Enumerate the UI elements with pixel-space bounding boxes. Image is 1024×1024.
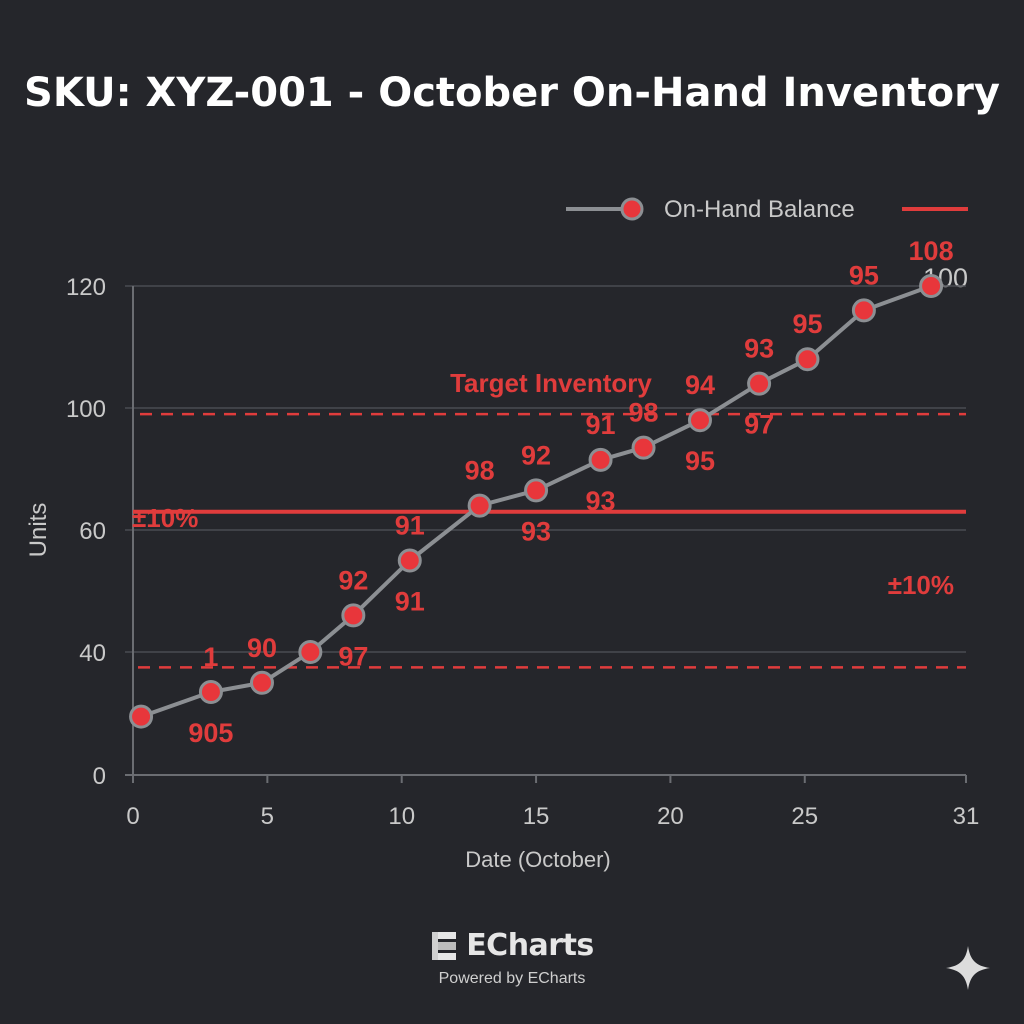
data-point[interactable] bbox=[919, 274, 944, 298]
data-label: 95 bbox=[849, 260, 879, 290]
x-tick-label: 10 bbox=[388, 803, 415, 830]
data-label: 91 bbox=[395, 587, 425, 617]
reference-lines: Target Inventory ±10% ±10% bbox=[132, 368, 966, 669]
data-label: 1 bbox=[203, 642, 218, 672]
x-tick-label: 20 bbox=[657, 803, 684, 830]
series-on-hand-balance bbox=[129, 274, 944, 729]
data-label: 93 bbox=[586, 486, 616, 516]
data-point[interactable] bbox=[851, 298, 876, 323]
x-axis-label: Date (October) bbox=[465, 847, 611, 872]
y-tick-label: 100 bbox=[66, 396, 106, 423]
data-label: 91 bbox=[395, 511, 425, 541]
brand-name: ECharts bbox=[466, 928, 594, 963]
legend-label-on-hand: On-Hand Balance bbox=[664, 196, 855, 223]
data-label: 92 bbox=[521, 440, 551, 470]
band-label-left: ±10% bbox=[132, 503, 198, 533]
data-point[interactable] bbox=[129, 704, 154, 729]
y-tick-label: 40 bbox=[79, 640, 106, 667]
data-point[interactable] bbox=[524, 478, 549, 503]
legend-marker-swatch bbox=[620, 197, 644, 221]
data-point[interactable] bbox=[341, 603, 366, 628]
data-point[interactable] bbox=[249, 670, 274, 695]
x-tick-label: 31 bbox=[953, 803, 980, 830]
data-point[interactable] bbox=[631, 435, 656, 460]
data-label: 93 bbox=[744, 334, 774, 364]
band-label-right: ±10% bbox=[888, 570, 954, 600]
x-tick-label: 15 bbox=[523, 803, 550, 830]
y-axis-label: Units bbox=[25, 503, 52, 558]
data-point[interactable] bbox=[687, 408, 712, 433]
x-tick-label: 25 bbox=[791, 803, 818, 830]
data-point[interactable] bbox=[397, 548, 422, 573]
data-label: 90 bbox=[247, 633, 277, 663]
y-tick-label: 120 bbox=[66, 274, 106, 301]
data-point[interactable] bbox=[588, 447, 613, 472]
data-label: 97 bbox=[744, 410, 774, 440]
legend[interactable]: On-Hand Balance bbox=[566, 196, 968, 223]
chart-title: SKU: XYZ-001 - October On-Hand Inventory bbox=[24, 70, 1000, 116]
data-labels: 1 905 90 92 97 91 91 98 92 93 91 93 98 94 95 93 97 95 95 10… bbox=[188, 236, 953, 748]
data-label: 95 bbox=[685, 446, 715, 476]
data-label: 95 bbox=[792, 309, 822, 339]
data-point[interactable] bbox=[467, 493, 492, 518]
y-tick-labels: 0 40 60 100 120 bbox=[66, 274, 106, 790]
target-inventory-label: Target Inventory bbox=[450, 368, 652, 398]
data-label: 97 bbox=[338, 641, 368, 671]
data-point[interactable] bbox=[298, 640, 323, 664]
data-label: 91 bbox=[586, 410, 616, 440]
grid-lines bbox=[125, 285, 967, 783]
echarts-logo-icon bbox=[432, 931, 457, 960]
brand-footer: ECharts Powered by ECharts bbox=[0, 928, 1024, 988]
data-label: 98 bbox=[629, 398, 659, 428]
data-label: 92 bbox=[338, 565, 368, 595]
data-label: 108 bbox=[909, 236, 954, 266]
data-label: 93 bbox=[521, 516, 551, 546]
y-tick-label: 0 bbox=[93, 763, 106, 790]
sparkle-icon bbox=[946, 946, 990, 990]
data-label: 98 bbox=[465, 456, 495, 486]
data-label: 905 bbox=[188, 718, 233, 748]
brand-subtitle: Powered by ECharts bbox=[438, 969, 586, 987]
data-point[interactable] bbox=[747, 371, 772, 396]
y-tick-label: 60 bbox=[79, 518, 106, 545]
data-point[interactable] bbox=[198, 679, 223, 704]
x-tick-label: 5 bbox=[261, 803, 274, 830]
x-tick-label: 0 bbox=[126, 803, 139, 830]
x-tick-labels: 0 5 10 15 20 25 31 bbox=[126, 803, 979, 830]
data-point[interactable] bbox=[795, 347, 820, 372]
data-label: 94 bbox=[685, 370, 715, 400]
